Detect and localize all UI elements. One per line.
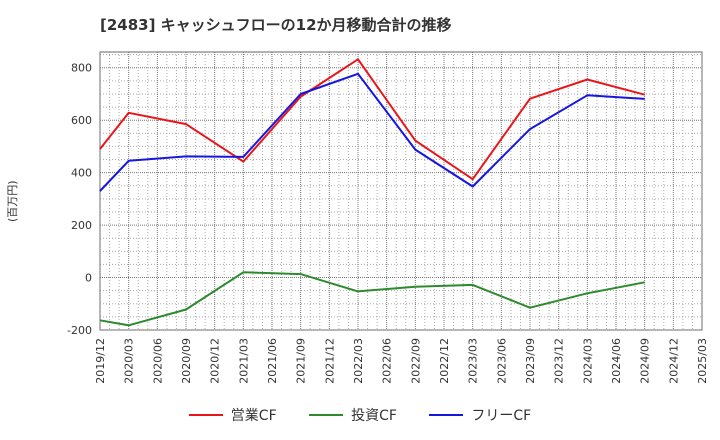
x-tick-label: 2023/12	[553, 338, 566, 384]
x-tick-label: 2021/06	[266, 338, 279, 384]
legend: 営業CF 投資CF フリーCF	[0, 404, 720, 425]
x-tick-label: 2022/06	[381, 338, 394, 384]
legend-swatch-investing-cf	[309, 414, 344, 416]
legend-swatch-operating-cf	[188, 414, 223, 416]
x-tick-label: 2020/03	[123, 338, 136, 384]
x-tick-label: 2020/09	[180, 338, 193, 384]
legend-swatch-free-cf	[429, 414, 464, 416]
y-tick-label: 800	[71, 62, 92, 75]
x-tick-label: 2024/12	[667, 338, 680, 384]
x-tick-label: 2022/09	[409, 338, 422, 384]
x-tick-label: 2020/06	[151, 338, 164, 384]
chart-title: [2483] キャッシュフローの12か月移動合計の推移	[100, 16, 452, 34]
x-tick-label: 2022/12	[438, 338, 451, 384]
legend-item-operating-cf: 営業CF	[188, 405, 277, 425]
x-tick-label: 2021/03	[237, 338, 250, 384]
legend-label-free-cf: フリーCF	[471, 408, 532, 424]
x-tick-label: 2020/12	[209, 338, 222, 384]
x-tick-label: 2019/12	[94, 338, 107, 384]
legend-item-investing-cf: 投資CF	[309, 405, 397, 425]
series-line-2	[99, 72, 645, 192]
x-tick-label: 2024/06	[610, 338, 623, 384]
x-tick-label: 2023/03	[467, 338, 480, 384]
series-line-1	[99, 271, 645, 327]
y-tick-label: 200	[71, 219, 92, 232]
x-tick-label: 2025/03	[696, 338, 709, 384]
legend-label-operating-cf: 営業CF	[230, 408, 277, 424]
x-tick-label: 2021/12	[323, 338, 336, 384]
y-tick-label: -200	[67, 324, 92, 337]
y-tick-label: 400	[71, 167, 92, 180]
x-tick-label: 2023/06	[495, 338, 508, 384]
y-tick-label: 0	[85, 272, 92, 285]
legend-item-free-cf: フリーCF	[429, 405, 531, 425]
x-tick-label: 2024/09	[639, 338, 652, 384]
series-line-0	[99, 58, 645, 181]
x-tick-label: 2021/09	[295, 338, 308, 384]
x-tick-label: 2024/03	[581, 338, 594, 384]
y-tick-label: 600	[71, 114, 92, 127]
x-tick-label: 2023/09	[524, 338, 537, 384]
x-tick-label: 2022/03	[352, 338, 365, 384]
legend-label-investing-cf: 投資CF	[351, 408, 397, 424]
